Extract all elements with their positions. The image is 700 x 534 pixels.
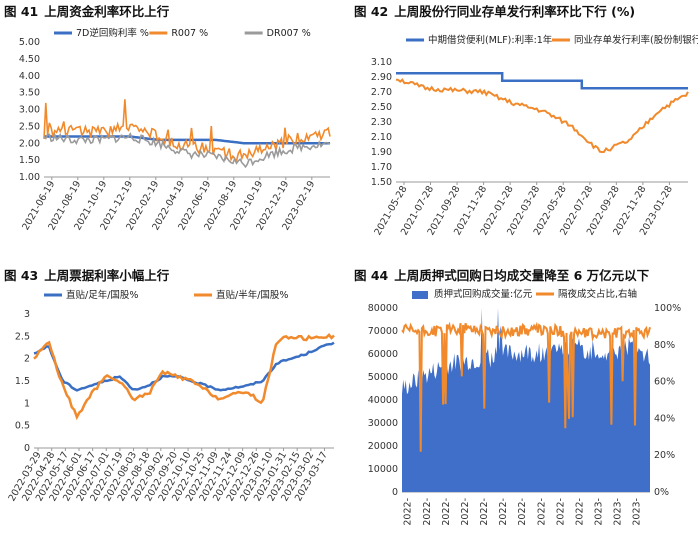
y-tick-label: 10000 bbox=[368, 464, 398, 475]
legend-label: 质押式回购成交量:亿元 bbox=[434, 288, 533, 300]
legend-label: DR007 % bbox=[267, 28, 311, 39]
y-tick-label: 0 bbox=[24, 443, 30, 454]
y-tick-label: 1.50 bbox=[19, 155, 40, 166]
series-line bbox=[43, 99, 331, 163]
x-tick-label: 2022- bbox=[517, 498, 528, 526]
y2-tick-label: 80% bbox=[654, 340, 675, 351]
y-tick-label: 1 bbox=[24, 398, 30, 409]
y-tick-label: 1.00 bbox=[19, 172, 40, 183]
volume-area bbox=[402, 308, 650, 492]
chart-title: 图 44 上周质押式回购日均成交量降至 6 万亿元以下 bbox=[354, 268, 650, 283]
x-tick-label: 2022- bbox=[460, 498, 471, 526]
legend-label: 隔夜成交占比,右轴 bbox=[558, 288, 637, 300]
series-line bbox=[396, 71, 688, 90]
y-tick-label: 40000 bbox=[368, 395, 398, 406]
y-tick-label: 3.00 bbox=[19, 105, 40, 116]
y-tick-label: 3.50 bbox=[19, 88, 40, 99]
x-tick-label: 2022- bbox=[479, 498, 490, 526]
chart-43-svg: 00.511.522.532022-03-292022-04-282022-05… bbox=[7, 289, 335, 503]
y-tick-label: 2.90 bbox=[371, 72, 392, 83]
chart-title: 图 42 上周股份行同业存单发行利率环比下行 (%) bbox=[354, 4, 636, 19]
y-tick-label: 20000 bbox=[368, 441, 398, 452]
x-tick-label: 2022- bbox=[574, 498, 585, 526]
y-tick-label: 2 bbox=[24, 354, 30, 365]
chart-title: 图 43 上周票据利率小幅上行 bbox=[4, 268, 170, 283]
y-tick-label: 80000 bbox=[368, 303, 398, 314]
y-tick-label: 50000 bbox=[368, 372, 398, 383]
legend-label: R007 % bbox=[171, 28, 208, 39]
y2-tick-label: 60% bbox=[654, 377, 675, 388]
chart-title: 图 41 上周资金利率环比上行 bbox=[4, 4, 170, 19]
y-tick-label: 1.70 bbox=[371, 162, 392, 173]
x-tick-label: 2022- bbox=[441, 498, 452, 526]
y2-tick-label: 100% bbox=[654, 303, 681, 314]
y-tick-label: 2.50 bbox=[371, 102, 392, 113]
chart-44-svg: 0 10000 20000 30000 40000 50000 60000 70000 8000… bbox=[368, 288, 681, 526]
legend-label: 同业存单发行利率(股份制银行):1年 bbox=[574, 34, 698, 46]
legend-label: 7D逆回购利率 % bbox=[76, 27, 149, 39]
y2-tick-label: 0% bbox=[654, 487, 669, 498]
legend-label: 直贴/足年/国股% bbox=[66, 289, 138, 301]
y-tick-label: 70000 bbox=[368, 326, 398, 337]
y-tick-label: 1.90 bbox=[371, 147, 392, 158]
y-tick-label: 2.10 bbox=[371, 132, 392, 143]
legend-label: 中期借贷便利(MLF):利率:1年 bbox=[428, 34, 553, 46]
y2-tick-label: 20% bbox=[654, 450, 675, 461]
chart-panel-41: 图 41 上周资金利率环比上行 1.00 1.50 2.00 2.50 3.00 3.50 4… bbox=[4, 2, 344, 257]
y-tick-label: 2.50 bbox=[19, 121, 40, 132]
x-tick-label: 2023- bbox=[632, 498, 643, 526]
series-line bbox=[395, 78, 689, 154]
legend-label: 直贴/半年/国股% bbox=[216, 289, 288, 301]
x-tick-label: 2022- bbox=[422, 498, 433, 526]
chart-42-svg: 1.501.701.902.102.302.502.702.903.102021… bbox=[371, 34, 698, 237]
y-tick-label: 3 bbox=[24, 309, 30, 320]
chart-41-svg: 1.001.502.002.503.003.504.004.505.002021… bbox=[19, 27, 331, 232]
y-tick-label: 2.30 bbox=[371, 117, 392, 128]
y-tick-label: 0 bbox=[392, 487, 398, 498]
legend-swatch bbox=[412, 291, 428, 299]
y-tick-label: 4.50 bbox=[19, 54, 40, 65]
chart-panel-42: 图 42 上周股份行同业存单发行利率环比下行 (%) 1.50 1.70 1.90 2.… bbox=[354, 2, 698, 257]
series-line bbox=[33, 341, 335, 392]
series-line bbox=[43, 132, 331, 169]
x-tick-label: 2022- bbox=[498, 498, 509, 526]
y-tick-label: 60000 bbox=[368, 349, 398, 360]
series-line bbox=[33, 333, 335, 421]
overnight-ratio-line bbox=[401, 321, 651, 452]
y-tick-label: 30000 bbox=[368, 418, 398, 429]
y-tick-label: 3.10 bbox=[371, 57, 392, 68]
chart-panel-43: 图 43 上周票据利率小幅上行 0 0.5 1 1.5 2 2.5 3 2022-03-29 20… bbox=[4, 266, 344, 534]
y-tick-label: 1.5 bbox=[15, 376, 30, 387]
y-tick-label: 2.00 bbox=[19, 138, 40, 149]
x-tick-label: 2022- bbox=[536, 498, 547, 526]
y-tick-label: 0.5 bbox=[15, 421, 30, 432]
y-tick-label: 2.5 bbox=[15, 331, 30, 342]
y-tick-label: 5.00 bbox=[19, 37, 40, 48]
x-tick-label: 2022- bbox=[403, 498, 414, 526]
y-tick-label: 2.70 bbox=[371, 87, 392, 98]
x-tick-label: 2023- bbox=[593, 498, 604, 526]
x-tick-label: 2023- bbox=[613, 498, 624, 526]
chart-panel-44: 图 44 上周质押式回购日均成交量降至 6 万亿元以下 0 10000 20000 30… bbox=[354, 266, 698, 534]
y2-tick-label: 40% bbox=[654, 413, 675, 424]
y-tick-label: 4.00 bbox=[19, 71, 40, 82]
y-tick-label: 1.50 bbox=[371, 177, 392, 188]
x-tick-label: 2022- bbox=[555, 498, 566, 526]
